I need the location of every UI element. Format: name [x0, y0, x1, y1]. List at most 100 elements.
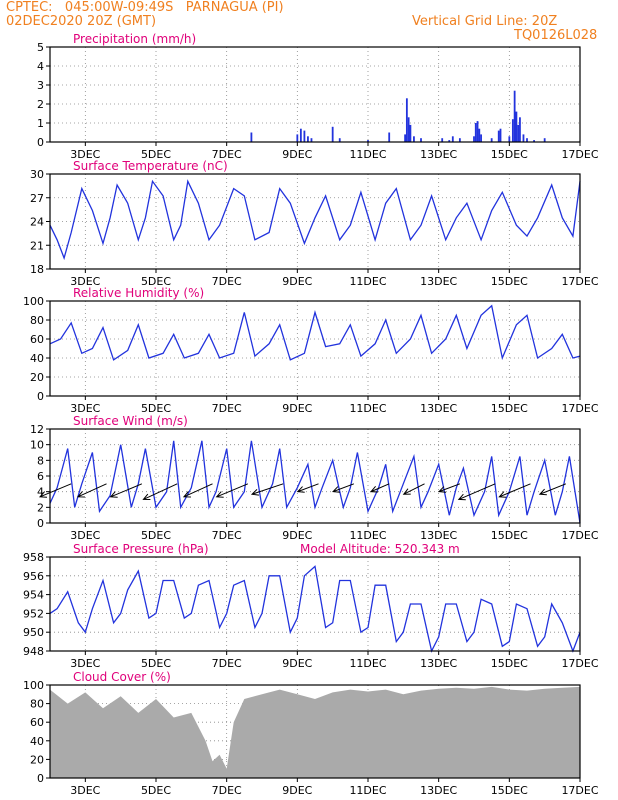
wind-arrow [437, 483, 461, 493]
y-tick-label: 80 [30, 698, 44, 711]
wind-arrow [296, 483, 319, 493]
y-tick-label: 27 [30, 192, 44, 205]
precip-bar [296, 134, 299, 142]
precip-bar [307, 136, 309, 142]
precip-bar [511, 119, 514, 142]
x-tick-label: 13DEC [420, 148, 457, 161]
x-tick-label: 9DEC [282, 784, 312, 797]
precip-bar [497, 130, 500, 142]
x-tick-label: 11DEC [349, 657, 386, 670]
wind-arrow [142, 483, 178, 501]
x-tick-label: 3DEC [70, 529, 100, 542]
plot-frame [49, 684, 581, 779]
precip-bar [409, 124, 412, 142]
plot-frame [49, 46, 581, 143]
precip-bar [367, 140, 369, 142]
wind-arrow [250, 483, 284, 496]
plot-frame [49, 173, 581, 270]
precip-bar [299, 128, 302, 142]
x-tick-label: 17DEC [561, 275, 598, 288]
y-tick-label: 20 [30, 371, 44, 384]
precip-bar [543, 138, 546, 142]
y-tick-label: 948 [23, 645, 44, 658]
x-tick-label: 13DEC [420, 529, 457, 542]
y-tick-label: 10 [30, 439, 44, 452]
precip-bar [473, 136, 475, 142]
series-line [49, 304, 581, 361]
precip-bar [303, 130, 306, 142]
panel-annotation: Model Altitude: 520.343 m [300, 542, 460, 556]
y-tick-label: 21 [30, 239, 44, 252]
wind-arrow [331, 483, 355, 493]
precip-bar [310, 138, 313, 142]
wind-arrow [498, 483, 531, 498]
x-tick-label: 3DEC [70, 148, 100, 161]
precip-bar [499, 128, 502, 142]
x-tick-label: 15DEC [491, 529, 528, 542]
panel-2: Surface Temperature (nC) 18 21 24 27 30 3DEC 5D… [30, 159, 599, 288]
x-tick-label: 13DEC [420, 402, 457, 415]
x-tick-label: 11DEC [349, 275, 386, 288]
header-station-line: CPTEC: 045:00W-09:49S PARNAGUA (PI) [6, 0, 284, 15]
wind-arrow [538, 483, 567, 496]
y-tick-label: 60 [30, 716, 44, 729]
precip-bar [513, 90, 516, 142]
panel-6: Cloud Cover (%) 0 20 40 60 80 100 3DEC 5DEC 7DEC 9… [23, 670, 599, 797]
x-tick-label: 5DEC [141, 657, 171, 670]
x-tick-label: 9DEC [282, 148, 312, 161]
wind-arrow [457, 483, 496, 501]
precip-bar [404, 134, 406, 142]
plot-frame [49, 300, 581, 397]
y-tick-label: 0 [37, 772, 44, 785]
y-tick-label: 18 [30, 263, 44, 276]
precip-bar [478, 128, 481, 142]
x-tick-label: 13DEC [420, 784, 457, 797]
x-tick-label: 9DEC [282, 529, 312, 542]
y-tick-label: 2 [37, 98, 44, 111]
y-tick-label: 5 [37, 41, 44, 54]
y-tick-label: 100 [23, 679, 44, 692]
x-tick-label: 5DEC [141, 148, 171, 161]
x-tick-label: 3DEC [70, 402, 100, 415]
x-tick-label: 3DEC [70, 784, 100, 797]
panel-title: Surface Pressure (hPa) [73, 542, 209, 556]
x-tick-label: 11DEC [349, 784, 386, 797]
plot-frame [49, 556, 581, 652]
y-tick-label: 952 [23, 607, 44, 620]
y-tick-label: 80 [30, 314, 44, 327]
y-tick-label: 958 [23, 551, 44, 564]
panel-title: Precipitation (mm/h) [73, 32, 196, 46]
precip-bar [515, 111, 518, 142]
x-tick-label: 15DEC [491, 402, 528, 415]
y-tick-label: 20 [30, 753, 44, 766]
precip-bar [474, 123, 477, 142]
y-tick-label: 24 [30, 216, 44, 229]
x-tick-label: 7DEC [212, 529, 242, 542]
precip-bar [451, 136, 454, 142]
y-tick-label: 0 [37, 517, 44, 530]
y-tick-label: 12 [30, 423, 44, 436]
wind-arrow [76, 483, 107, 498]
y-tick-label: 0 [37, 390, 44, 403]
y-tick-label: 4 [37, 60, 44, 73]
panel-title: Relative Humidity (%) [73, 286, 204, 300]
x-tick-label: 17DEC [561, 148, 598, 161]
y-tick-label: 8 [37, 454, 44, 467]
y-tick-label: 100 [23, 295, 44, 308]
y-tick-label: 6 [37, 470, 44, 483]
x-tick-label: 17DEC [561, 402, 598, 415]
panel-title: Surface Wind (m/s) [73, 414, 188, 428]
precip-bar [338, 138, 341, 142]
wind-arrow [402, 483, 425, 495]
y-tick-label: 2 [37, 501, 44, 514]
precip-bar [508, 136, 511, 142]
y-tick-label: 40 [30, 352, 44, 365]
precip-bar [480, 134, 482, 142]
x-tick-label: 5DEC [141, 275, 171, 288]
precip-bar [250, 132, 253, 142]
header-grid-note: Vertical Grid Line: 20Z [412, 14, 558, 29]
y-tick-label: 1 [37, 117, 44, 130]
x-tick-label: 11DEC [349, 529, 386, 542]
precip-bar [405, 98, 408, 142]
